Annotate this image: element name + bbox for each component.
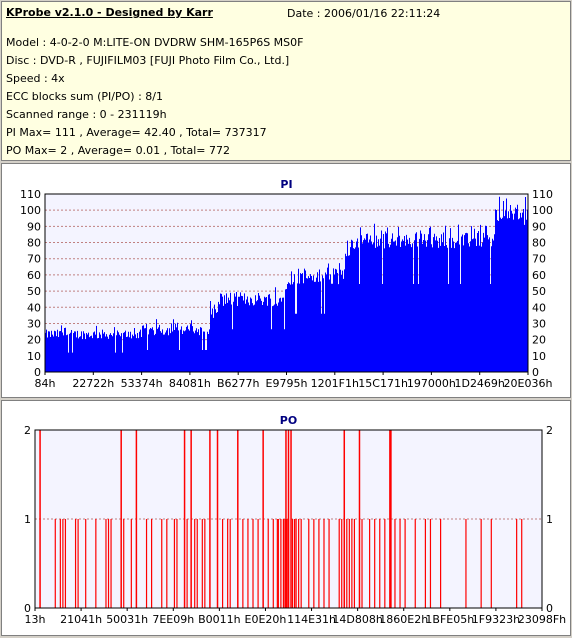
po-x-tick-label: 14D808h — [332, 613, 382, 626]
po-series — [39, 430, 523, 608]
scan-date: Date : 2006/01/16 22:11:24 — [287, 7, 441, 20]
pi-y-tick-right: 60 — [532, 269, 546, 282]
po-x-tick-label: 1860E2h — [379, 613, 428, 626]
pi-x-tick-label: 1D2469h — [454, 377, 504, 390]
pi-y-tick-left: 80 — [27, 237, 41, 250]
pi-y-tick-left: 70 — [27, 253, 41, 266]
pi-y-tick-left: 40 — [27, 301, 41, 314]
pi-y-tick-right: 110 — [532, 188, 553, 201]
ecc-line: ECC blocks sum (PI/PO) : 8/1 — [6, 90, 163, 103]
pi-y-tick-right: 90 — [532, 220, 546, 233]
pi-chart-panel: PI 0 0 10 10 20 20 30 30 40 40 50 50 60 60 70 70 80 80 90 90… — [1, 163, 571, 398]
pi-x-tick-label: 15C171h — [358, 377, 408, 390]
po-y-tick-right: 2 — [546, 424, 553, 437]
info-panel: KProbe v2.1.0 - Designed by Karr Date : … — [1, 1, 571, 161]
speed-line: Speed : 4x — [6, 72, 65, 85]
pi-x-tick-label: 22722h — [72, 377, 114, 390]
pi-x-tick-label: 20E036h — [504, 377, 553, 390]
pi-x-tick-label: E9795h — [266, 377, 308, 390]
po-y-tick-right: 0 — [546, 602, 553, 615]
range-line: Scanned range : 0 - 231119h — [6, 108, 167, 121]
po-plot-border — [34, 429, 543, 609]
disc-line: Disc : DVD-R , FUJIFILM03 [FUJI Photo Fi… — [6, 54, 290, 67]
pi-y-tick-left: 30 — [27, 317, 41, 330]
app-title: KProbe v2.1.0 - Designed by Karr — [6, 6, 213, 19]
pi-y-tick-right: 80 — [532, 237, 546, 250]
pi-y-tick-left: 0 — [34, 366, 41, 379]
pi-x-tick-label: 84h — [35, 377, 56, 390]
po-chart-panel: PO 0 0 1 1 2 2 13h 21041h 50031h 7EE09h B0011h E0E20… — [1, 400, 571, 636]
pi-y-tick-left: 10 — [27, 350, 41, 363]
po-x-tick-label: 7EE09h — [152, 613, 194, 626]
pi-y-tick-left: 90 — [27, 220, 41, 233]
pi-y-tick-right: 0 — [532, 366, 539, 379]
po-chart-title: PO — [280, 414, 297, 427]
pi-y-tick-right: 100 — [532, 204, 553, 217]
pi-x-tick-label: 197000h — [407, 377, 456, 390]
po-x-tick-label: 21041h — [60, 613, 102, 626]
pi-y-tick-right: 20 — [532, 334, 546, 347]
pi-y-tick-right: 70 — [532, 253, 546, 266]
pi-x-tick-label: B6277h — [217, 377, 260, 390]
po-y-tick-right: 1 — [546, 513, 553, 526]
pi-stats-line: PI Max= 111 , Average= 42.40 , Total= 73… — [6, 126, 267, 139]
po-chart: PO 0 0 1 1 2 2 13h 21041h 50031h 7EE09h B0011h E0E20… — [24, 414, 566, 626]
pi-y-tick-right: 40 — [532, 301, 546, 314]
po-y-tick-left: 0 — [24, 602, 31, 615]
po-y-tick-left: 1 — [24, 513, 31, 526]
po-x-tick-label: E0E20h — [245, 613, 287, 626]
pi-y-tick-left: 110 — [20, 188, 41, 201]
pi-chart: PI 0 0 10 10 20 20 30 30 40 40 50 50 60 60 70 70 80 80 90 90… — [20, 178, 553, 390]
model-line: Model : 4-0-2-0 M:LITE-ON DVDRW SHM-165P… — [6, 36, 304, 49]
pi-plot-border — [44, 193, 529, 373]
pi-y-tick-right: 10 — [532, 350, 546, 363]
po-y-tick-left: 2 — [24, 424, 31, 437]
po-x-tick-label: 50031h — [106, 613, 148, 626]
po-x-tick-label: B0011h — [198, 613, 241, 626]
pi-y-tick-left: 100 — [20, 204, 41, 217]
pi-y-tick-left: 50 — [27, 285, 41, 298]
pi-chart-title: PI — [280, 178, 292, 191]
po-x-tick-label: 23098Fh — [518, 613, 566, 626]
pi-y-tick-left: 60 — [27, 269, 41, 282]
pi-y-tick-right: 30 — [532, 317, 546, 330]
pi-x-tick-label: 53374h — [121, 377, 163, 390]
pi-y-tick-left: 20 — [27, 334, 41, 347]
pi-x-tick-label: 84081h — [169, 377, 211, 390]
po-x-tick-label: 114E31h — [287, 613, 336, 626]
pi-x-tick-label: 1201F1h — [311, 377, 359, 390]
po-x-tick-label: 13h — [25, 613, 46, 626]
po-stats-line: PO Max= 2 , Average= 0.01 , Total= 772 — [6, 144, 230, 157]
po-x-tick-label: 1BFE05h — [425, 613, 474, 626]
po-x-tick-label: 1F9323h — [472, 613, 520, 626]
pi-y-tick-right: 50 — [532, 285, 546, 298]
